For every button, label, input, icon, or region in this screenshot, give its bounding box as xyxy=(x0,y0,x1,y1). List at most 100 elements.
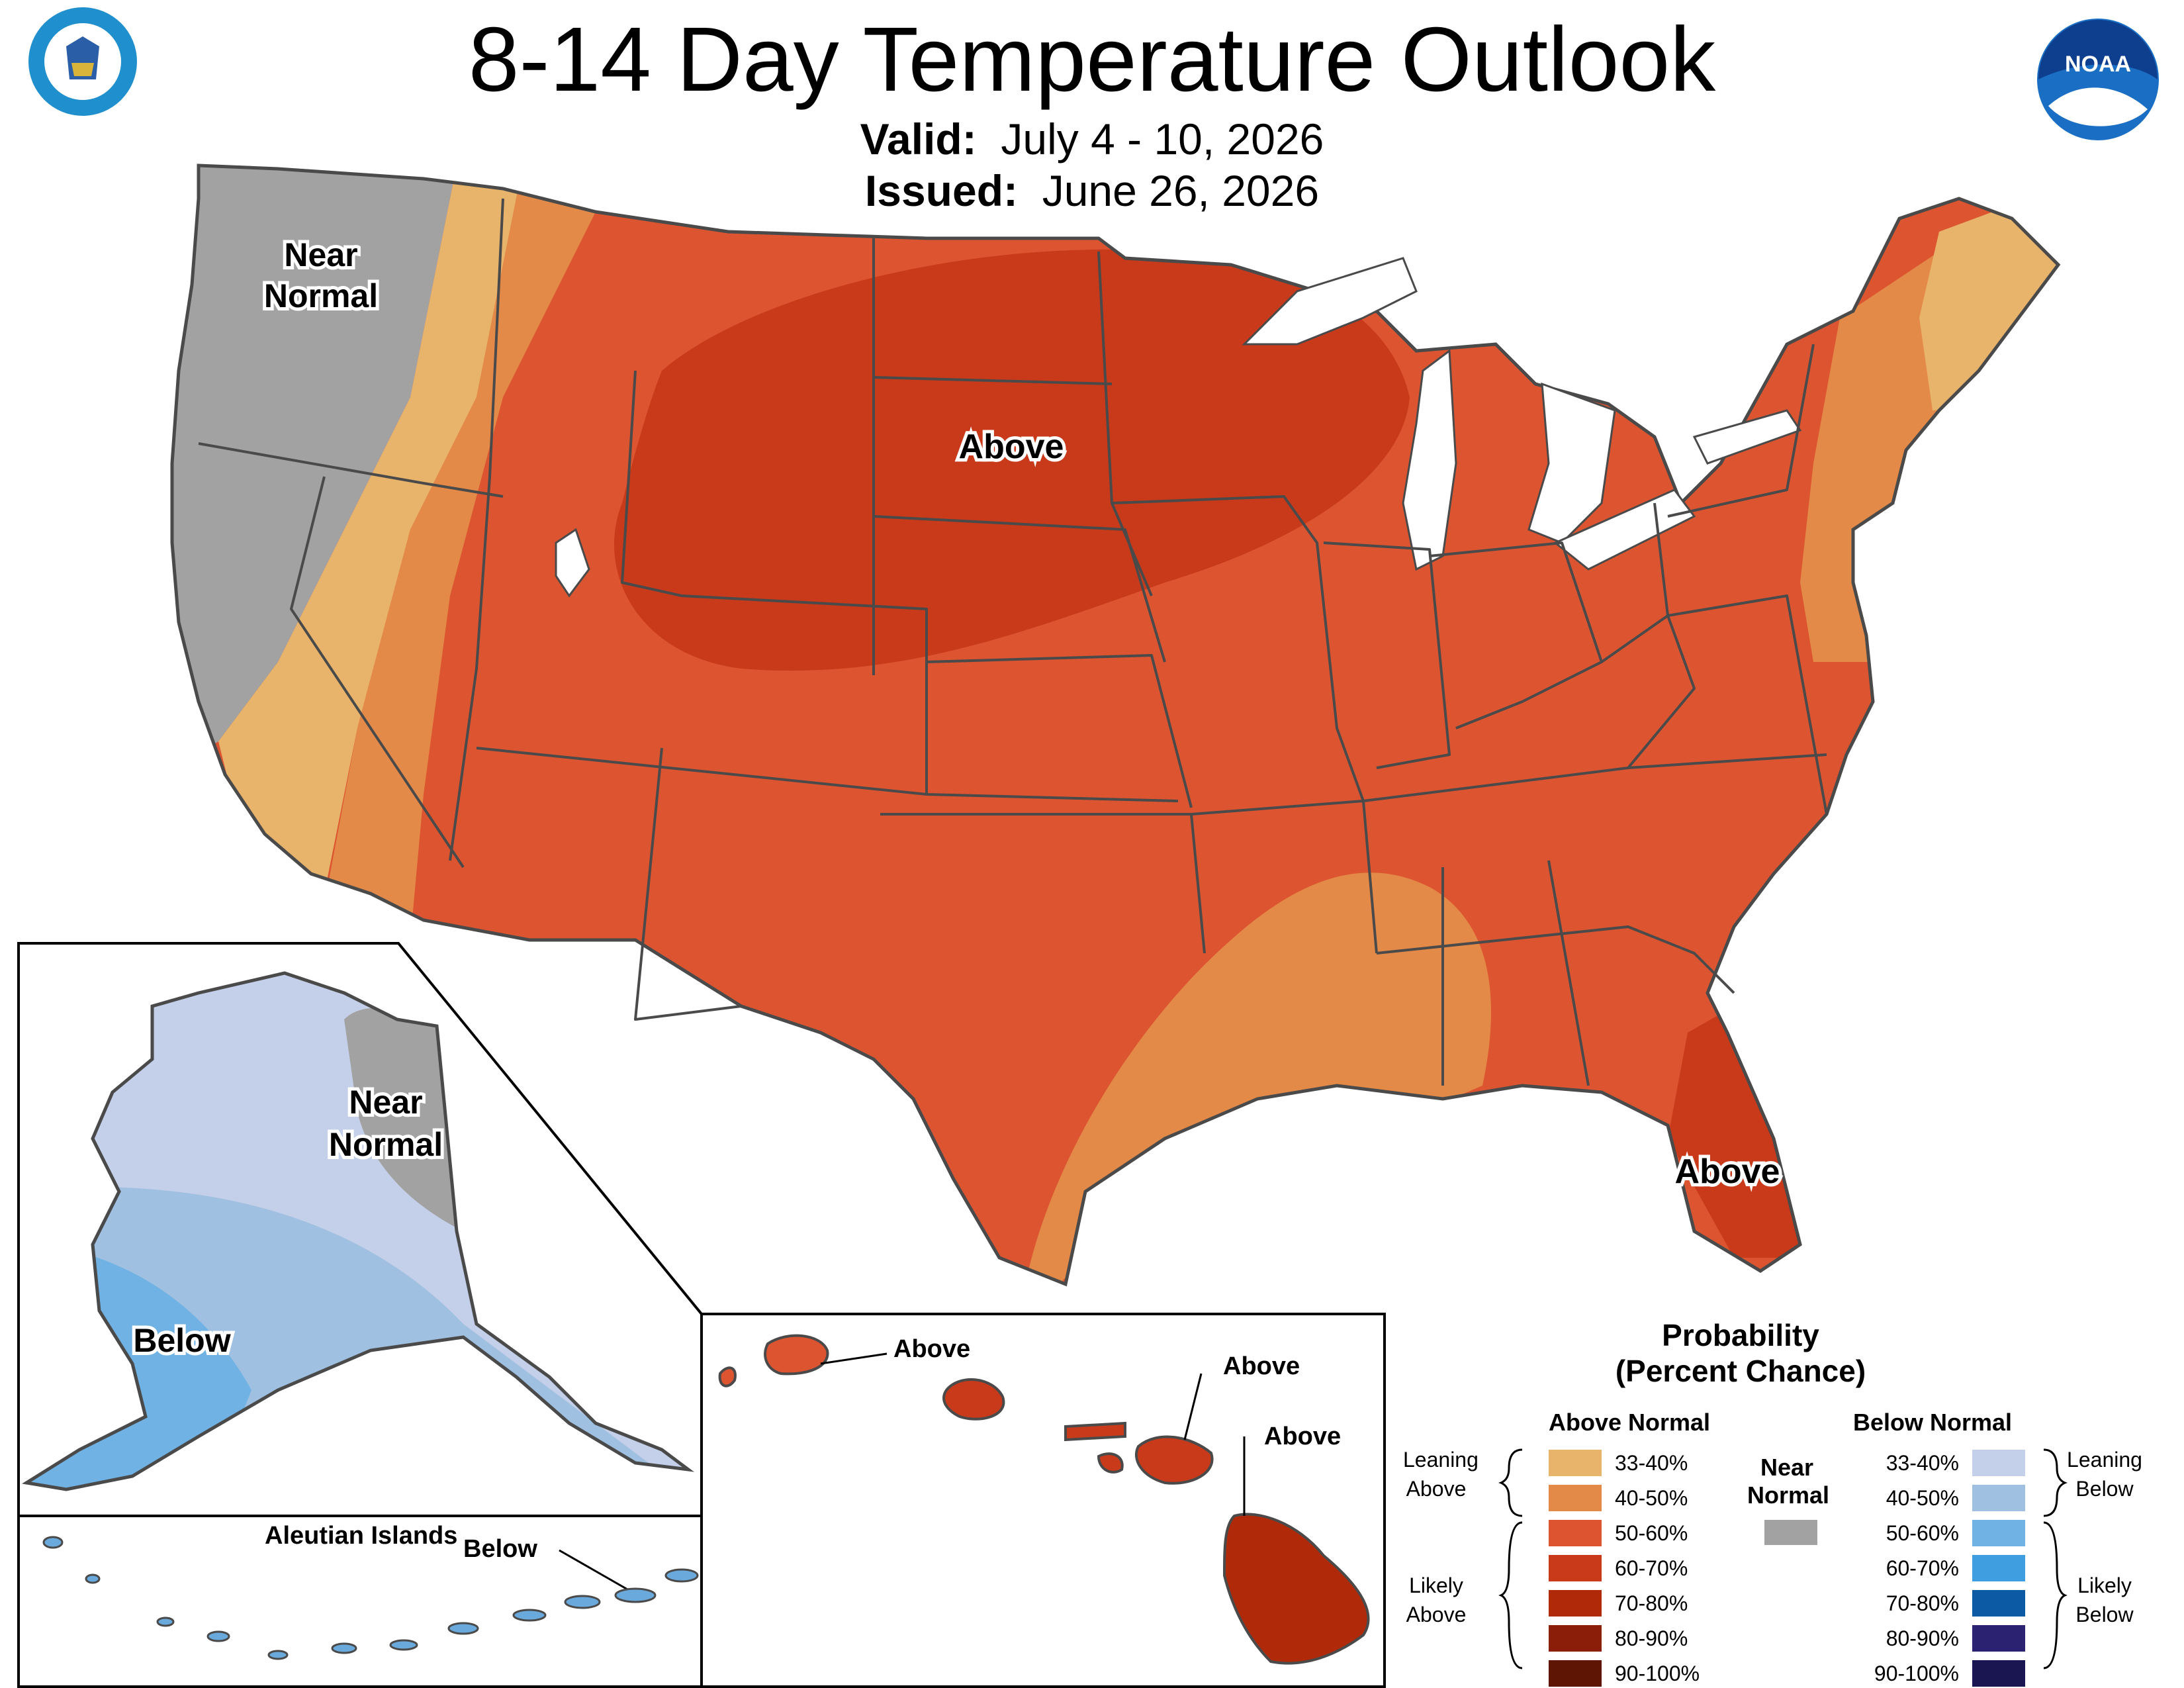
issued-label: Issued: xyxy=(864,166,1018,215)
conus-60-70-florida xyxy=(1668,1006,1813,1258)
label-alaska-near-normal-1: Near xyxy=(349,1084,422,1121)
issued-date: Issued: June 26, 2026 xyxy=(0,165,2184,216)
conus-probability-fields xyxy=(172,165,2058,1284)
conus-33-40-maine xyxy=(1919,165,2058,410)
legend-leaning-below-1: Leaning xyxy=(2067,1448,2142,1472)
legend-near-normal-swatch xyxy=(1764,1520,1817,1545)
legend-above-label-4: 70-80% xyxy=(1615,1591,1688,1615)
island-maui xyxy=(1134,1435,1214,1485)
noaa-gull-icon xyxy=(2048,87,2148,126)
label-near-normal-west-1: Near xyxy=(284,236,357,273)
legend-below-swatch-2 xyxy=(1972,1520,2025,1546)
legend-title-1: Probability xyxy=(1662,1318,1819,1352)
legend-above-label-5: 80-90% xyxy=(1615,1626,1688,1650)
island-oahu xyxy=(942,1378,1005,1421)
legend-below-swatch-1 xyxy=(1972,1485,2025,1511)
brace-likely-above xyxy=(1498,1521,1523,1669)
great-salt-lake xyxy=(555,528,590,598)
legend-leaning-below-2: Below xyxy=(2075,1477,2134,1501)
legend-likely-below-2: Below xyxy=(2075,1603,2134,1626)
brace-leaning-above xyxy=(1498,1448,1523,1517)
alaska-inset: Near Normal Below xyxy=(17,942,703,1517)
legend-likely-above-1: Likely xyxy=(1409,1573,1463,1597)
hawaii-inset: Above Above Above xyxy=(700,1313,1386,1688)
legend-below-swatch-6 xyxy=(1972,1660,2025,1687)
legend-near-header-1: Near xyxy=(1760,1454,1814,1481)
legend-below-label-1: 40-50% xyxy=(1886,1486,1959,1510)
legend-below-swatch-5 xyxy=(1972,1625,2025,1652)
legend-below-label-6: 90-100% xyxy=(1874,1662,1959,1685)
label-aleutian-title: Aleutian Islands xyxy=(265,1522,457,1550)
conus-60-70-plains xyxy=(614,249,1410,671)
label-alaska-below: Below xyxy=(133,1322,230,1359)
lake-erie xyxy=(1553,489,1696,571)
hawaiian-islands xyxy=(718,1334,1370,1665)
legend-below-label-2: 50-60% xyxy=(1886,1521,1959,1545)
conus-40-50-west xyxy=(318,165,635,940)
kauai-leader-line xyxy=(820,1352,887,1365)
legend-below-label-3: 60-70% xyxy=(1886,1556,1959,1580)
legend-below-label-4: 70-80% xyxy=(1886,1591,1959,1615)
legend-above-swatch-6 xyxy=(1549,1660,1602,1687)
legend-above-label-6: 90-100% xyxy=(1615,1662,1700,1685)
island-lanai xyxy=(1097,1452,1124,1474)
brace-likely-below xyxy=(2043,1521,2068,1669)
legend-below-header: Below Normal xyxy=(1853,1409,2013,1436)
great-lakes xyxy=(555,257,1802,598)
island-niihau xyxy=(718,1366,737,1387)
alaska-outline xyxy=(22,971,695,1491)
noaa-logo-text: NOAA xyxy=(2065,52,2131,77)
legend-leaning-above-2: Above xyxy=(1406,1477,1467,1501)
legend-above-header: Above Normal xyxy=(1549,1409,1711,1436)
map-title: 8-14 Day Temperature Outlook xyxy=(468,9,1716,111)
valid-value: July 4 - 10, 2026 xyxy=(1001,115,1324,164)
legend-above-swatch-3 xyxy=(1549,1555,1602,1581)
commerce-seal-logo xyxy=(28,7,137,116)
oahu-leader-line xyxy=(1183,1373,1203,1440)
label-above-central: Above xyxy=(959,428,1064,466)
state-boundaries xyxy=(198,198,1828,1086)
legend-above-swatch-1 xyxy=(1549,1485,1602,1511)
probability-legend: Probability (Percent Chance) Above Norma… xyxy=(1403,1317,2184,1688)
legend-above-label-0: 33-40% xyxy=(1615,1451,1688,1475)
legend-above-swatch-5 xyxy=(1549,1625,1602,1652)
legend-above-swatch-0 xyxy=(1549,1450,1602,1476)
label-hawaii-kauai: Above xyxy=(893,1335,970,1363)
valid-label: Valid: xyxy=(860,115,977,164)
legend-above-swatch-2 xyxy=(1549,1520,1602,1546)
legend-above-label-2: 50-60% xyxy=(1615,1521,1688,1545)
lake-superior xyxy=(1242,257,1418,346)
legend-below-label-5: 80-90% xyxy=(1886,1626,1959,1650)
seal-ship-icon xyxy=(71,63,94,76)
legend-braces xyxy=(1498,1448,2068,1669)
noaa-logo: NOAA xyxy=(2037,19,2159,140)
legend-leaning-above-1: Leaning xyxy=(1403,1448,1479,1472)
label-alaska-near-normal-2: Normal xyxy=(329,1126,443,1163)
alaska-near-normal-field xyxy=(344,1008,463,1231)
conus-33-40-west xyxy=(218,165,529,927)
label-hawaii-big-island: Above xyxy=(1264,1423,1341,1450)
conus-near-normal-west xyxy=(172,165,463,794)
legend-likely-above-2: Above xyxy=(1406,1603,1467,1626)
valid-dates: Valid: July 4 - 10, 2026 xyxy=(0,114,2184,164)
legend-below-swatch-4 xyxy=(1972,1590,2025,1617)
island-kauai xyxy=(764,1334,829,1376)
lake-ontario xyxy=(1692,409,1802,465)
issued-value: June 26, 2026 xyxy=(1042,166,1320,215)
legend-above-swatch-4 xyxy=(1549,1590,1602,1617)
legend-below-label-0: 33-40% xyxy=(1886,1451,1959,1475)
legend-above-label-3: 60-70% xyxy=(1615,1556,1688,1580)
legend-above-label-1: 40-50% xyxy=(1615,1486,1688,1510)
aleutian-inset: Aleutian Islands Below xyxy=(17,1515,703,1688)
label-above-florida: Above xyxy=(1675,1152,1780,1191)
aleutian-islands xyxy=(42,1536,699,1660)
label-hawaii-oahu: Above xyxy=(1223,1352,1300,1380)
aleutian-leader-line xyxy=(559,1549,633,1593)
brace-leaning-below xyxy=(2043,1448,2068,1517)
island-hawaii xyxy=(1222,1513,1370,1665)
legend-title-2: (Percent Chance) xyxy=(1615,1354,1866,1388)
legend-likely-below-1: Likely xyxy=(2077,1573,2132,1597)
label-aleutian-below: Below xyxy=(463,1535,537,1563)
legend-below-swatch-3 xyxy=(1972,1555,2025,1581)
